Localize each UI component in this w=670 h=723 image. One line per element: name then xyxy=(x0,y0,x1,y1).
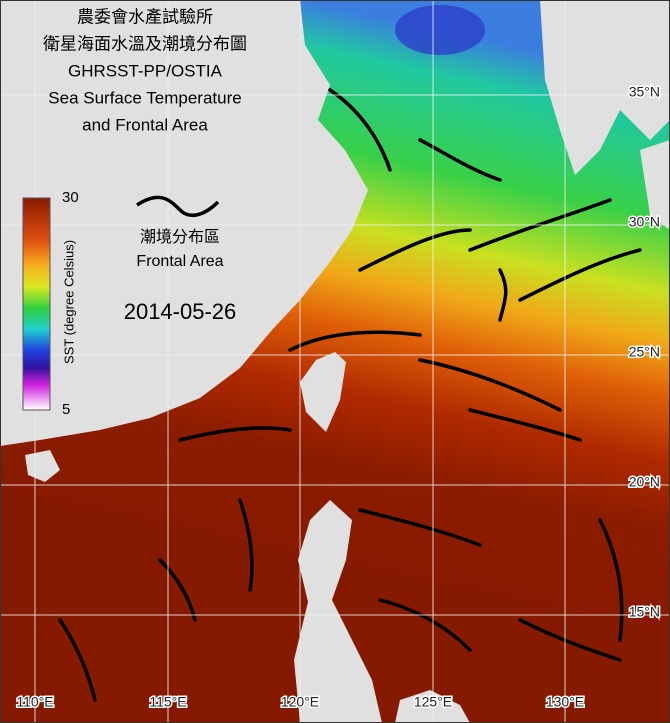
lon-label: 130°E xyxy=(546,694,584,710)
title-line: GHRSST-PP/OSTIA xyxy=(68,61,223,80)
lat-label: 30°N xyxy=(629,214,660,230)
fronts xyxy=(58,88,642,702)
lon-label: 120°E xyxy=(281,694,319,710)
lon-label: 110°E xyxy=(16,694,53,710)
legend-label-en: Frontal Area xyxy=(136,253,223,270)
cold-water xyxy=(395,5,485,55)
title-line: 衛星海面水溫及潮境分布圖 xyxy=(43,34,247,53)
colorbar xyxy=(22,197,51,411)
title-line: Sea Surface Temperature xyxy=(48,88,241,107)
title-line: 農委會水產試驗所 xyxy=(77,7,213,26)
colorbar-label: SST (degree Celsius) xyxy=(61,240,76,364)
lat-label: 35°N xyxy=(629,84,660,100)
lat-label: 25°N xyxy=(629,344,660,360)
legend-symbol xyxy=(136,195,220,218)
title-line: and Frontal Area xyxy=(82,115,208,134)
lat-label: 15°N xyxy=(629,604,660,620)
lon-label: 125°E xyxy=(414,694,452,710)
lon-label: 115°E xyxy=(149,694,186,710)
colorbar-min: 5 xyxy=(62,401,70,418)
legend-label-zh: 潮境分布區 xyxy=(140,227,220,246)
colorbar-max: 30 xyxy=(62,189,79,206)
lat-label: 20°N xyxy=(629,474,660,490)
date: 2014-05-26 xyxy=(124,299,237,324)
